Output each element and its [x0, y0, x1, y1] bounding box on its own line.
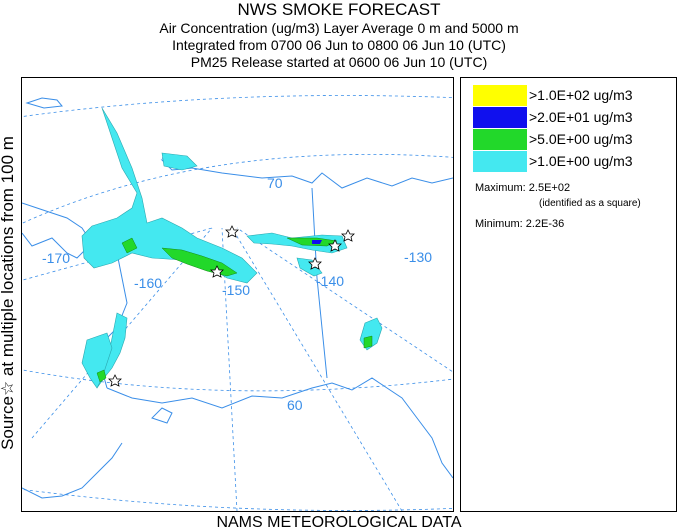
- source-star-3: [341, 229, 355, 242]
- alaska-south-coast: [106, 377, 453, 479]
- source-markers: [108, 225, 355, 387]
- north-coast: [25, 97, 63, 109]
- meridian-140: [231, 227, 403, 511]
- border-alaska-canada: [311, 187, 328, 379]
- kodiak-island: [151, 407, 173, 424]
- plume-central-small: [296, 257, 323, 277]
- alaska-north-coast: [161, 157, 453, 189]
- page-title: NWS SMOKE FORECAST: [237, 0, 441, 19]
- source-star-5: [308, 257, 322, 270]
- map-svg: -170 -160 -150 -140 -130 70 60: [22, 95, 453, 511]
- legend-swatch-green: [473, 129, 527, 150]
- source-side-label-text: Source☆ at multiple locations from 100 m: [0, 136, 17, 450]
- legend-label: >1.0E+00 ug/m3: [529, 153, 633, 169]
- lon-label-160: -160: [134, 275, 162, 291]
- parallel-60: [22, 369, 453, 392]
- source-star-2: [210, 265, 224, 278]
- lat-label-70: 70: [267, 175, 283, 191]
- graticule: [22, 95, 453, 511]
- parallel-70: [22, 153, 453, 224]
- parallel-lower: [22, 488, 453, 511]
- maximum-note: (identified as a square): [539, 198, 641, 209]
- source-star-1: [225, 225, 239, 238]
- subtitle-line-1: Air Concentration (ug/m3) Layer Average …: [159, 20, 519, 36]
- plume-southwest-inner: [96, 369, 107, 383]
- source-star-6: [108, 374, 122, 387]
- lon-label-130: -130: [404, 249, 432, 265]
- coastlines: [22, 97, 453, 499]
- plume-interior-east-core: [312, 240, 322, 244]
- legend-swatch-blue: [473, 107, 527, 128]
- source-side-label: Source☆ at multiple locations from 100 m: [0, 75, 21, 510]
- legend-label: >2.0E+01 ug/m3: [529, 109, 633, 125]
- legend-label: >5.0E+00 ug/m3: [529, 131, 633, 147]
- legend-swatch-yellow: [473, 85, 527, 106]
- lon-label-140: -140: [316, 273, 344, 289]
- map-panel: -170 -160 -150 -140 -130 70 60: [21, 77, 454, 512]
- aleutian-chain: [22, 442, 123, 499]
- lat-label-60: 60: [287, 397, 303, 413]
- subtitle-line-3: PM25 Release started at 0600 06 Jun 10 (…: [190, 54, 488, 70]
- parallel-upper: [22, 95, 453, 118]
- maximum-value: Maximum: 2.5E+02: [475, 182, 571, 194]
- source-star-4: [328, 239, 342, 252]
- legend-swatch-cyan: [473, 151, 527, 172]
- plume-southwest: [81, 332, 113, 389]
- legend-panel: >1.0E+02 ug/m3 >2.0E+01 ug/m3 >5.0E+00 u…: [460, 77, 677, 512]
- minimum-value: Minimum: 2.2E-36: [475, 218, 565, 230]
- plume-yukon-inner: [363, 335, 373, 349]
- plume-siberia-large: [81, 107, 258, 284]
- graticule-labels: -170 -160 -150 -140 -130 70 60: [42, 175, 432, 413]
- subtitle-line-2: Integrated from 0700 06 Jun to 0800 06 J…: [172, 37, 506, 53]
- legend-label: >1.0E+02 ug/m3: [529, 87, 633, 103]
- plume-arctic-strip: [161, 152, 198, 171]
- meteorological-data-footer: NAMS METEOROLOGICAL DATA: [216, 514, 462, 531]
- plumes: [81, 107, 383, 389]
- plume-interior-east: [246, 232, 348, 254]
- lon-label-170: -170: [42, 250, 70, 266]
- plume-siberia-blob: [121, 237, 138, 254]
- lon-label-150: -150: [222, 282, 250, 298]
